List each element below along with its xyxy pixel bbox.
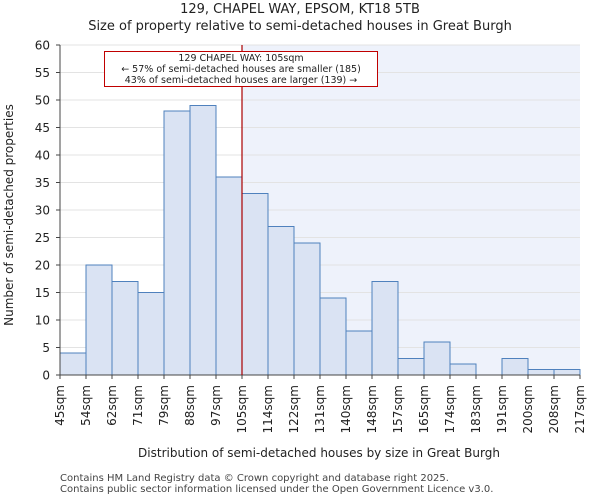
x-axis-label: Distribution of semi-detached houses by … xyxy=(138,446,500,460)
bar xyxy=(449,363,477,376)
bar xyxy=(553,369,581,376)
y-tick-label: 10 xyxy=(35,314,50,328)
bar xyxy=(267,226,295,376)
annotation-line-3: 43% of semi-detached houses are larger (… xyxy=(124,75,358,86)
x-tick-label: 191sqm xyxy=(495,385,509,433)
x-tick-label: 45sqm xyxy=(53,385,67,426)
y-tick-label: 60 xyxy=(35,39,50,53)
bar xyxy=(241,193,269,376)
y-tick-label: 20 xyxy=(35,259,50,273)
y-tick-label: 50 xyxy=(35,94,50,108)
bar xyxy=(293,242,321,376)
x-tick-label: 174sqm xyxy=(443,385,457,433)
bar xyxy=(397,358,425,376)
bar xyxy=(345,330,373,376)
x-tick-label: 183sqm xyxy=(469,385,483,433)
y-tick-label: 35 xyxy=(35,176,50,190)
bar xyxy=(319,297,347,376)
x-tick-label: 114sqm xyxy=(261,385,275,433)
bar xyxy=(85,264,113,376)
chart-subtitle: Size of property relative to semi-detach… xyxy=(88,19,512,34)
x-tick-label: 200sqm xyxy=(521,385,535,433)
x-tick-label: 131sqm xyxy=(313,385,327,433)
annotation-line-2: ← 57% of semi-detached houses are smalle… xyxy=(121,64,361,75)
y-tick-label: 40 xyxy=(35,149,50,163)
chart-title: 129, CHAPEL WAY, EPSOM, KT18 5TB xyxy=(180,2,420,17)
x-tick-label: 71sqm xyxy=(131,385,145,426)
x-tick-label: 79sqm xyxy=(157,385,171,426)
annotation-line-1: 129 CHAPEL WAY: 105sqm xyxy=(178,53,304,64)
x-tick-label: 217sqm xyxy=(573,385,587,433)
bar xyxy=(189,105,217,376)
footer-line-2: Contains public sector information licen… xyxy=(60,484,494,495)
bar xyxy=(59,352,87,376)
annotation-box: 129 CHAPEL WAY: 105sqm ← 57% of semi-det… xyxy=(104,51,378,87)
bar xyxy=(137,292,165,376)
x-tick-label: 208sqm xyxy=(547,385,561,433)
y-axis-label: Number of semi-detached properties xyxy=(2,104,16,326)
x-tick-label: 88sqm xyxy=(183,385,197,426)
x-tick-label: 157sqm xyxy=(391,385,405,433)
bar xyxy=(371,281,399,376)
y-tick-label: 30 xyxy=(35,204,50,218)
y-tick-label: 25 xyxy=(35,231,50,245)
x-tick-label: 148sqm xyxy=(365,385,379,433)
x-tick-label: 122sqm xyxy=(287,385,301,433)
x-tick-label: 105sqm xyxy=(235,385,249,433)
bar xyxy=(215,176,243,376)
bar xyxy=(423,341,451,376)
x-tick-label: 54sqm xyxy=(79,385,93,426)
bar xyxy=(527,369,555,376)
x-tick-label: 97sqm xyxy=(209,385,223,426)
x-tick-label: 140sqm xyxy=(339,385,353,433)
bar xyxy=(163,110,191,376)
footer-line-1: Contains HM Land Registry data © Crown c… xyxy=(60,473,449,484)
y-tick-label: 55 xyxy=(35,66,50,80)
bar xyxy=(111,281,139,376)
x-tick-label: 62sqm xyxy=(105,385,119,426)
y-tick-label: 45 xyxy=(35,121,50,135)
y-tick-label: 0 xyxy=(42,369,50,383)
bar xyxy=(501,358,529,376)
x-tick-label: 165sqm xyxy=(417,385,431,433)
y-tick-label: 15 xyxy=(35,286,50,300)
y-tick-label: 5 xyxy=(42,341,50,355)
